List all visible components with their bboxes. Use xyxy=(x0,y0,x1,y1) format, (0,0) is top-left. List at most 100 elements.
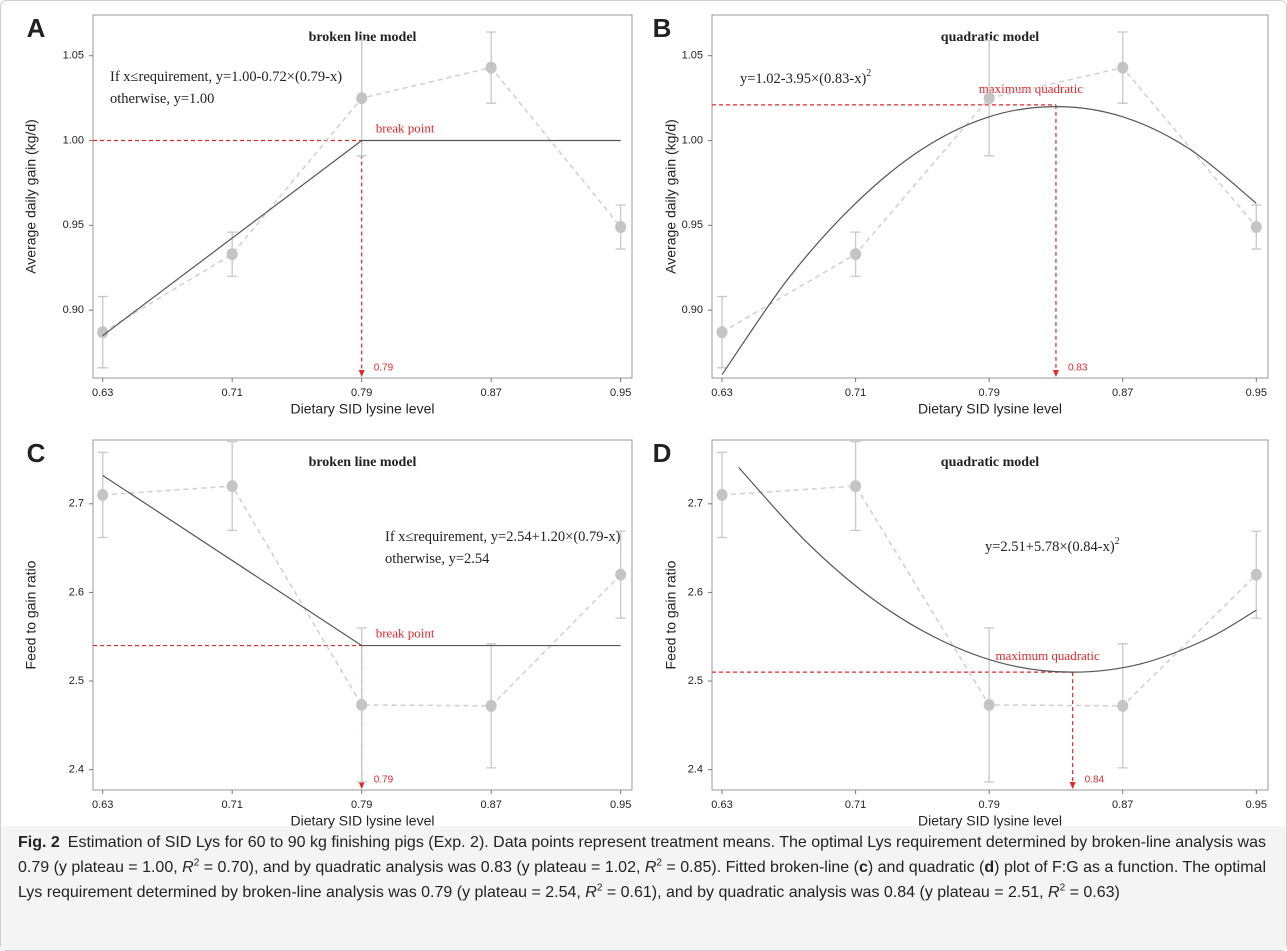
y-tick-label: 2.6 xyxy=(688,586,703,598)
caption-run: ) plot of F:G as a function. The optimal… xyxy=(18,859,1267,901)
chart-title: broken line model xyxy=(309,30,417,45)
caption-text: Estimation of SID Lys for 60 to 90 kg fi… xyxy=(18,834,1266,901)
equation-exponent: 2 xyxy=(866,68,871,79)
mean-point xyxy=(97,326,109,339)
y-tick-label: 0.90 xyxy=(682,304,703,316)
fit-line xyxy=(738,467,1257,673)
caption-run: R xyxy=(585,884,597,901)
x-tick-label: 0.95 xyxy=(610,799,631,811)
reference-arrow xyxy=(358,370,365,377)
x-tick-label: 0.87 xyxy=(1112,387,1133,399)
x-tick-label: 0.71 xyxy=(845,799,866,811)
chart-title: quadratic model xyxy=(941,455,1040,470)
mean-point xyxy=(356,698,368,711)
equation: If x≤requirement, y=2.54+1.20×(0.79-x) xyxy=(385,529,621,545)
x-tick-label: 0.63 xyxy=(92,799,113,811)
caption-run: = 0.63) xyxy=(1065,884,1120,901)
optimum-label: maximum quadratic xyxy=(979,81,1084,96)
panel-letter: B xyxy=(653,13,672,43)
x-axis-label: Dietary SID lysine level xyxy=(918,813,1062,829)
panel-letter: C xyxy=(27,438,46,468)
mean-point xyxy=(485,61,497,74)
caption-run: 2 xyxy=(596,882,603,894)
x-tick-label: 0.71 xyxy=(221,799,242,811)
x-tick-label: 0.95 xyxy=(1246,387,1267,399)
fit-line xyxy=(102,474,621,647)
caption-run: = 0.85). Fitted broken-line ( xyxy=(661,859,859,876)
mean-point xyxy=(1250,568,1262,581)
y-tick-label: 2.4 xyxy=(688,764,703,776)
mean-point xyxy=(850,248,862,261)
equation: y=2.51+5.78×(0.84-x)2 xyxy=(985,536,1120,555)
y-tick-label: 1.05 xyxy=(63,50,84,62)
x-tick-label: 0.79 xyxy=(978,799,999,811)
chart-title: broken line model xyxy=(309,455,417,470)
reference-arrow xyxy=(1069,782,1076,789)
optimum-x-label: 0.79 xyxy=(374,363,394,374)
fit-line xyxy=(721,105,1257,375)
x-axis-label: Dietary SID lysine level xyxy=(918,401,1062,417)
caption-run: 2 xyxy=(656,857,662,869)
mean-point xyxy=(716,488,728,501)
plot-frame xyxy=(711,14,1269,379)
y-tick-label: 2.5 xyxy=(688,675,703,687)
optimum-x-label: 0.83 xyxy=(1068,363,1088,374)
mean-point xyxy=(850,480,862,493)
x-tick-label: 0.63 xyxy=(711,387,732,399)
reference-arrow xyxy=(1052,370,1059,377)
panel-letter: A xyxy=(27,13,46,43)
mean-point xyxy=(1250,221,1262,234)
x-tick-label: 0.71 xyxy=(845,387,866,399)
y-tick-label: 2.7 xyxy=(688,498,703,510)
x-tick-label: 0.87 xyxy=(480,387,501,399)
mean-point xyxy=(983,92,995,105)
optimum-x-label: 0.79 xyxy=(374,775,394,786)
mean-point xyxy=(1117,699,1129,712)
equation-text: If x≤requirement, y=2.54+1.20×(0.79-x) xyxy=(385,529,621,545)
x-tick-label: 0.71 xyxy=(221,387,242,399)
mean-point xyxy=(615,568,627,581)
y-tick-label: 2.4 xyxy=(69,764,84,776)
caption-label: Fig. 2 xyxy=(18,834,60,851)
equation: otherwise, y=2.54 xyxy=(385,551,490,567)
plot-frame xyxy=(92,439,633,791)
mean-point xyxy=(97,488,109,501)
x-tick-label: 0.95 xyxy=(1246,799,1267,811)
y-axis-label: Average daily gain (kg/d) xyxy=(663,119,679,274)
fit-line xyxy=(102,139,621,337)
caption-run: d xyxy=(984,859,995,876)
optimum-label: break point xyxy=(376,121,435,136)
caption-run: Estimation of SID Lys for 60 to 90 kg fi… xyxy=(18,834,1266,876)
equation-text: otherwise, y=2.54 xyxy=(385,551,490,567)
x-tick-label: 0.79 xyxy=(351,387,372,399)
x-tick-label: 0.79 xyxy=(978,387,999,399)
optimum-label: break point xyxy=(376,626,435,641)
equation: y=1.02-3.95×(0.83-x)2 xyxy=(740,68,871,87)
caption-run: R xyxy=(182,859,194,876)
y-tick-label: 2.5 xyxy=(69,675,84,687)
mean-point xyxy=(716,326,728,339)
equation-text: If x≤requirement, y=1.00-0.72×(0.79-x) xyxy=(110,69,342,85)
reference-arrow xyxy=(358,782,365,789)
caption-run: 2 xyxy=(1059,882,1066,894)
caption: Fig. 2 Estimation of SID Lys for 60 to 90… xyxy=(18,830,1268,905)
caption-run: 2 xyxy=(193,857,200,869)
equation-text: y=1.02-3.95×(0.83-x) xyxy=(740,71,866,87)
x-tick-label: 0.63 xyxy=(92,387,113,399)
y-tick-label: 2.7 xyxy=(69,498,84,510)
y-axis-label: Feed to gain ratio xyxy=(23,560,39,669)
chart-title: quadratic model xyxy=(941,30,1040,45)
caption-run: ) and quadratic ( xyxy=(867,859,985,876)
equation-exponent: 2 xyxy=(1115,536,1120,547)
mean-point xyxy=(1117,61,1129,74)
caption-run: R xyxy=(644,859,657,876)
mean-point xyxy=(485,699,497,712)
optimum-label: maximum quadratic xyxy=(995,648,1100,663)
panel-letter: D xyxy=(653,438,672,468)
y-tick-label: 1.05 xyxy=(682,50,703,62)
y-tick-label: 0.95 xyxy=(63,219,84,231)
mean-point xyxy=(226,248,238,261)
caption-run: c xyxy=(858,859,868,876)
